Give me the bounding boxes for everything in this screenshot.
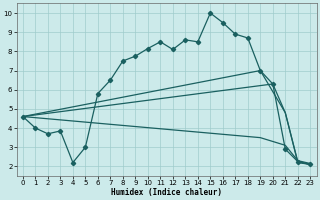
X-axis label: Humidex (Indice chaleur): Humidex (Indice chaleur) bbox=[111, 188, 222, 197]
